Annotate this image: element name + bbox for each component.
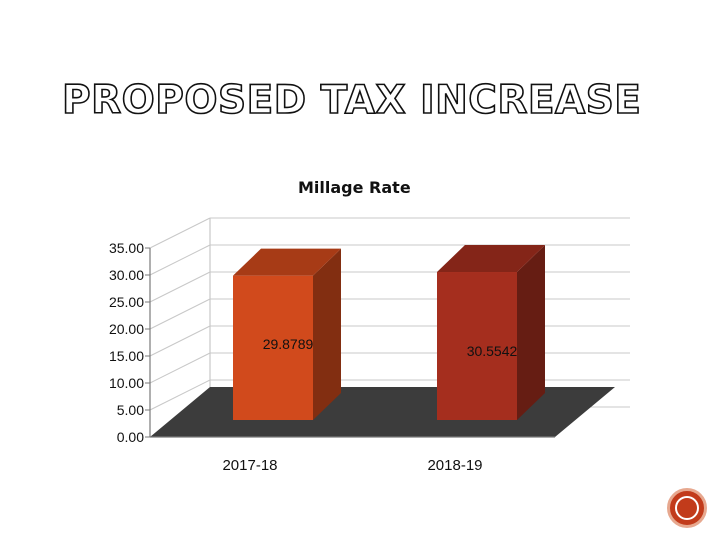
bar-data-label: 30.5542	[467, 343, 518, 359]
y-axis-ticks: 35.00 30.00 25.00 20.00 15.00 10.00 5.00 0.00	[109, 240, 150, 445]
bar-front-face	[233, 275, 313, 420]
bar-2018-19: 30.5542	[437, 245, 545, 420]
side-gridline	[149, 271, 211, 303]
y-tick-label: 0.00	[117, 429, 144, 445]
y-tick-label: 15.00	[109, 348, 144, 364]
side-gridline	[149, 244, 211, 276]
next-slide-button[interactable]	[667, 488, 707, 528]
y-tick-label: 25.00	[109, 294, 144, 310]
y-tick-label: 5.00	[117, 402, 144, 418]
chart-axes	[149, 248, 555, 438]
bar-side-face	[517, 245, 545, 420]
x-tick-label: 2018-19	[427, 457, 482, 474]
side-gridline	[149, 298, 211, 330]
chart-title: Millage Rate	[298, 178, 411, 197]
slide-title: PROPOSED TAX INCREASE	[61, 77, 642, 124]
x-tick-label: 2017-18	[222, 457, 277, 474]
side-gridline	[149, 217, 211, 249]
bar-front-face	[437, 272, 517, 420]
y-tick-label: 20.00	[109, 321, 144, 337]
bar-2017-18: 29.8789	[233, 248, 341, 420]
chart-bars: 29.8789 30.5542	[233, 245, 545, 420]
y-tick-label: 10.00	[109, 375, 144, 391]
circle-nav-icon	[675, 496, 699, 520]
bar-data-label: 29.8789	[263, 336, 314, 352]
bar-top-face	[233, 248, 341, 276]
chart-floor	[150, 387, 615, 437]
side-gridline	[149, 352, 211, 384]
y-tick-label: 35.00	[109, 240, 144, 256]
side-gridline	[149, 379, 211, 411]
side-gridline	[149, 325, 211, 357]
bar-top-face	[437, 245, 545, 273]
x-axis-ticks: 2017-18 2018-19	[222, 457, 482, 474]
bar-side-face	[313, 248, 341, 420]
y-tick-label: 30.00	[109, 267, 144, 283]
chart-floor-plane	[150, 387, 615, 437]
